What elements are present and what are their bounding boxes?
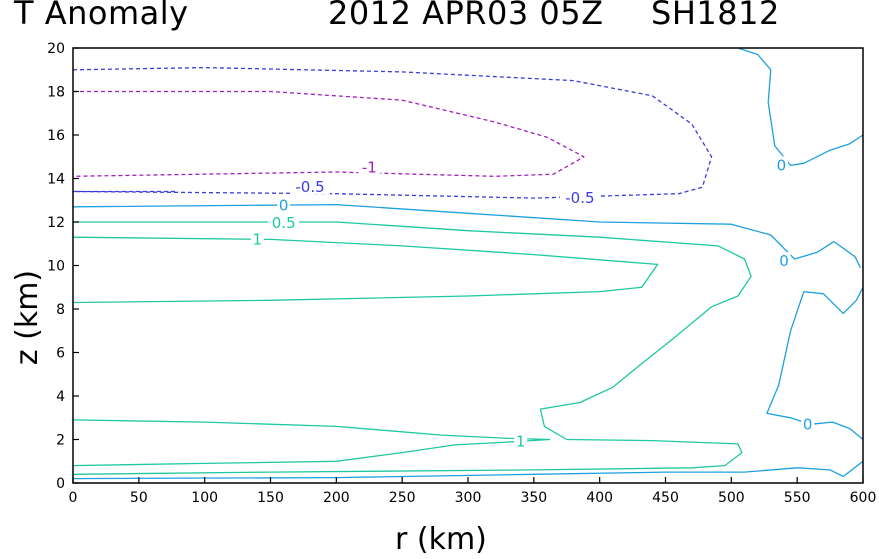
contour-label-0: -1	[362, 159, 377, 177]
contour-label-bg-2	[559, 189, 600, 206]
title-left: T Anomaly	[14, 0, 189, 32]
contour-label-9: 1	[516, 433, 526, 451]
contour-label-3: 0	[777, 156, 787, 174]
contour-label-bg-1	[290, 178, 330, 195]
contour-label-7: 0.5	[272, 214, 296, 232]
plot-frame	[72, 47, 864, 484]
y-tick-label-2: 2	[56, 433, 65, 449]
x-tick-label-500: 500	[718, 490, 745, 506]
contour-line-0-6	[72, 460, 864, 480]
y-tick-label-0: 0	[56, 476, 65, 492]
x-tick-label-150: 150	[257, 490, 284, 506]
x-tick-label-100: 100	[191, 490, 218, 506]
contour-label-6: 0	[279, 197, 289, 215]
y-axis-label: z (km)	[10, 269, 46, 366]
contour-label-5: 0	[803, 415, 813, 433]
contour-line-0-5	[766, 287, 864, 441]
x-tick-label-350: 350	[520, 490, 547, 506]
contour-line-1-9	[72, 419, 551, 467]
x-tick-label-600: 600	[850, 490, 877, 506]
contour-label-bg-0	[358, 158, 381, 175]
contour-label-bg-7	[268, 214, 300, 231]
x-tick-label-200: 200	[323, 490, 350, 506]
contour-line-0-4	[737, 47, 864, 167]
contour-label-bg-5	[801, 415, 815, 432]
x-tick-label-550: 550	[784, 490, 811, 506]
contour-label-2: -0.5	[565, 189, 594, 207]
contour-label-bg-3	[774, 156, 788, 173]
x-tick-label-0: 0	[69, 490, 78, 506]
y-tick-label-6: 6	[56, 346, 65, 362]
contour-label-bg-8	[250, 230, 264, 247]
x-tick-label-450: 450	[652, 490, 679, 506]
y-tick-label-4: 4	[56, 389, 65, 405]
y-tick-label-16: 16	[47, 128, 65, 144]
contour-line-0-3	[72, 203, 861, 268]
contour-line-0p5-7	[72, 221, 752, 475]
tick-layer: 0 50 100 150 200 250 300 350 400 450 500 550 6000246…	[47, 41, 876, 506]
title-storm: SH1812	[651, 0, 780, 32]
contour-label-4: 0	[779, 252, 789, 270]
contour-label-bg-9	[514, 432, 528, 449]
x-tick-label-250: 250	[389, 490, 416, 506]
contour-label-bg-4	[777, 252, 791, 269]
x-axis-label: r (km)	[395, 522, 487, 557]
x-tick-label-50: 50	[130, 490, 148, 506]
contour-line-neg1-2	[72, 90, 585, 177]
title-date: 2012 APR03 05Z	[328, 0, 604, 32]
y-tick-label-12: 12	[47, 215, 65, 231]
y-tick-label-8: 8	[56, 302, 65, 318]
x-tick-label-300: 300	[455, 490, 482, 506]
y-tick-label-10: 10	[47, 259, 65, 275]
contour-label-8: 1	[253, 230, 263, 248]
contour-line-neg0p5-0	[72, 66, 713, 199]
x-tick-label-400: 400	[586, 490, 613, 506]
y-tick-label-18: 18	[47, 85, 65, 101]
y-tick-label-20: 20	[47, 41, 65, 57]
contour-label-1: -0.5	[295, 178, 324, 196]
contour-label-bg-6	[277, 196, 291, 213]
y-tick-label-14: 14	[47, 172, 65, 188]
contour-line-1-8	[72, 236, 659, 304]
